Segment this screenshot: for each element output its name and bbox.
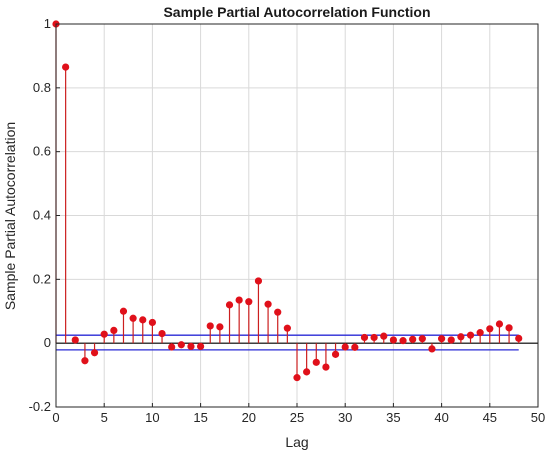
x-tick-label: 5 — [101, 410, 108, 425]
stem-marker — [110, 326, 118, 335]
stem-marker — [100, 330, 108, 338]
x-tick-label: 30 — [338, 410, 352, 425]
y-tick-label: 0.6 — [33, 144, 51, 159]
stem-marker — [81, 357, 89, 365]
y-tick-label: 0.8 — [33, 80, 51, 95]
y-axis-label: Sample Partial Autocorrelation — [2, 122, 18, 310]
stem-marker — [235, 296, 243, 304]
stem-marker — [245, 298, 253, 306]
stem-marker — [351, 343, 359, 351]
x-tick-label: 50 — [531, 410, 545, 425]
stem-marker — [399, 337, 407, 345]
stem-marker — [177, 341, 185, 349]
stem-marker — [216, 323, 224, 331]
stem-marker — [206, 322, 214, 330]
stem-marker — [303, 368, 311, 376]
stem-marker — [389, 336, 398, 344]
y-tick-label: 0.2 — [33, 271, 51, 286]
y-tick-label: 0 — [44, 335, 51, 350]
stem-marker — [476, 329, 484, 337]
stem-marker — [225, 301, 234, 309]
stem-marker — [331, 350, 340, 358]
stem-marker — [370, 333, 378, 342]
x-tick-label: 40 — [434, 410, 448, 425]
x-tick-label: 15 — [193, 410, 207, 425]
stem-marker — [119, 307, 128, 315]
stem-marker — [495, 320, 504, 328]
stem-marker — [322, 363, 330, 371]
stem-marker — [148, 318, 156, 327]
y-tick-label: 1 — [44, 16, 51, 31]
x-axis-label: Lag — [285, 434, 308, 450]
stem-marker — [264, 300, 272, 308]
stem-marker — [254, 277, 263, 285]
stem-marker — [139, 316, 147, 324]
x-tick-label: 25 — [290, 410, 304, 425]
stem-marker — [360, 333, 369, 342]
stem-marker — [168, 343, 176, 351]
stem-marker — [341, 343, 349, 351]
stem-marker — [312, 358, 320, 366]
stem-marker — [90, 349, 99, 357]
x-tick-label: 20 — [242, 410, 256, 425]
stem-marker — [274, 308, 282, 316]
y-axis-ticks: -0.2 0 0.2 0.4 0.6 0.8 1 — [29, 16, 60, 414]
stem-marker — [438, 335, 446, 343]
stem-marker — [62, 63, 70, 71]
x-tick-label: 35 — [386, 410, 400, 425]
stem-marker — [515, 334, 523, 342]
stem-series — [52, 20, 523, 382]
stem-marker — [197, 342, 205, 350]
stem-marker — [418, 335, 426, 343]
stem-marker — [283, 324, 291, 332]
stem-marker — [293, 374, 301, 382]
stem-marker — [505, 324, 513, 332]
stem-marker — [486, 325, 494, 333]
stem-marker — [187, 342, 195, 350]
stem-marker — [129, 314, 137, 322]
stem-marker — [428, 345, 436, 353]
stem-marker — [409, 335, 417, 343]
stem-marker — [71, 336, 79, 344]
stem-marker — [466, 331, 475, 339]
y-tick-label: -0.2 — [29, 399, 51, 414]
chart-title: Sample Partial Autocorrelation Function — [163, 4, 430, 20]
x-tick-label: 10 — [145, 410, 159, 425]
stem-marker — [158, 329, 166, 338]
stem-marker — [380, 332, 388, 340]
x-axis-ticks: 0 5 10 15 20 25 30 35 40 45 50 — [52, 403, 545, 425]
y-tick-label: 0.4 — [33, 208, 51, 223]
x-tick-label: 45 — [483, 410, 497, 425]
stem-marker — [457, 333, 465, 341]
stem-marker — [447, 336, 455, 344]
x-tick-label: 0 — [52, 410, 59, 425]
